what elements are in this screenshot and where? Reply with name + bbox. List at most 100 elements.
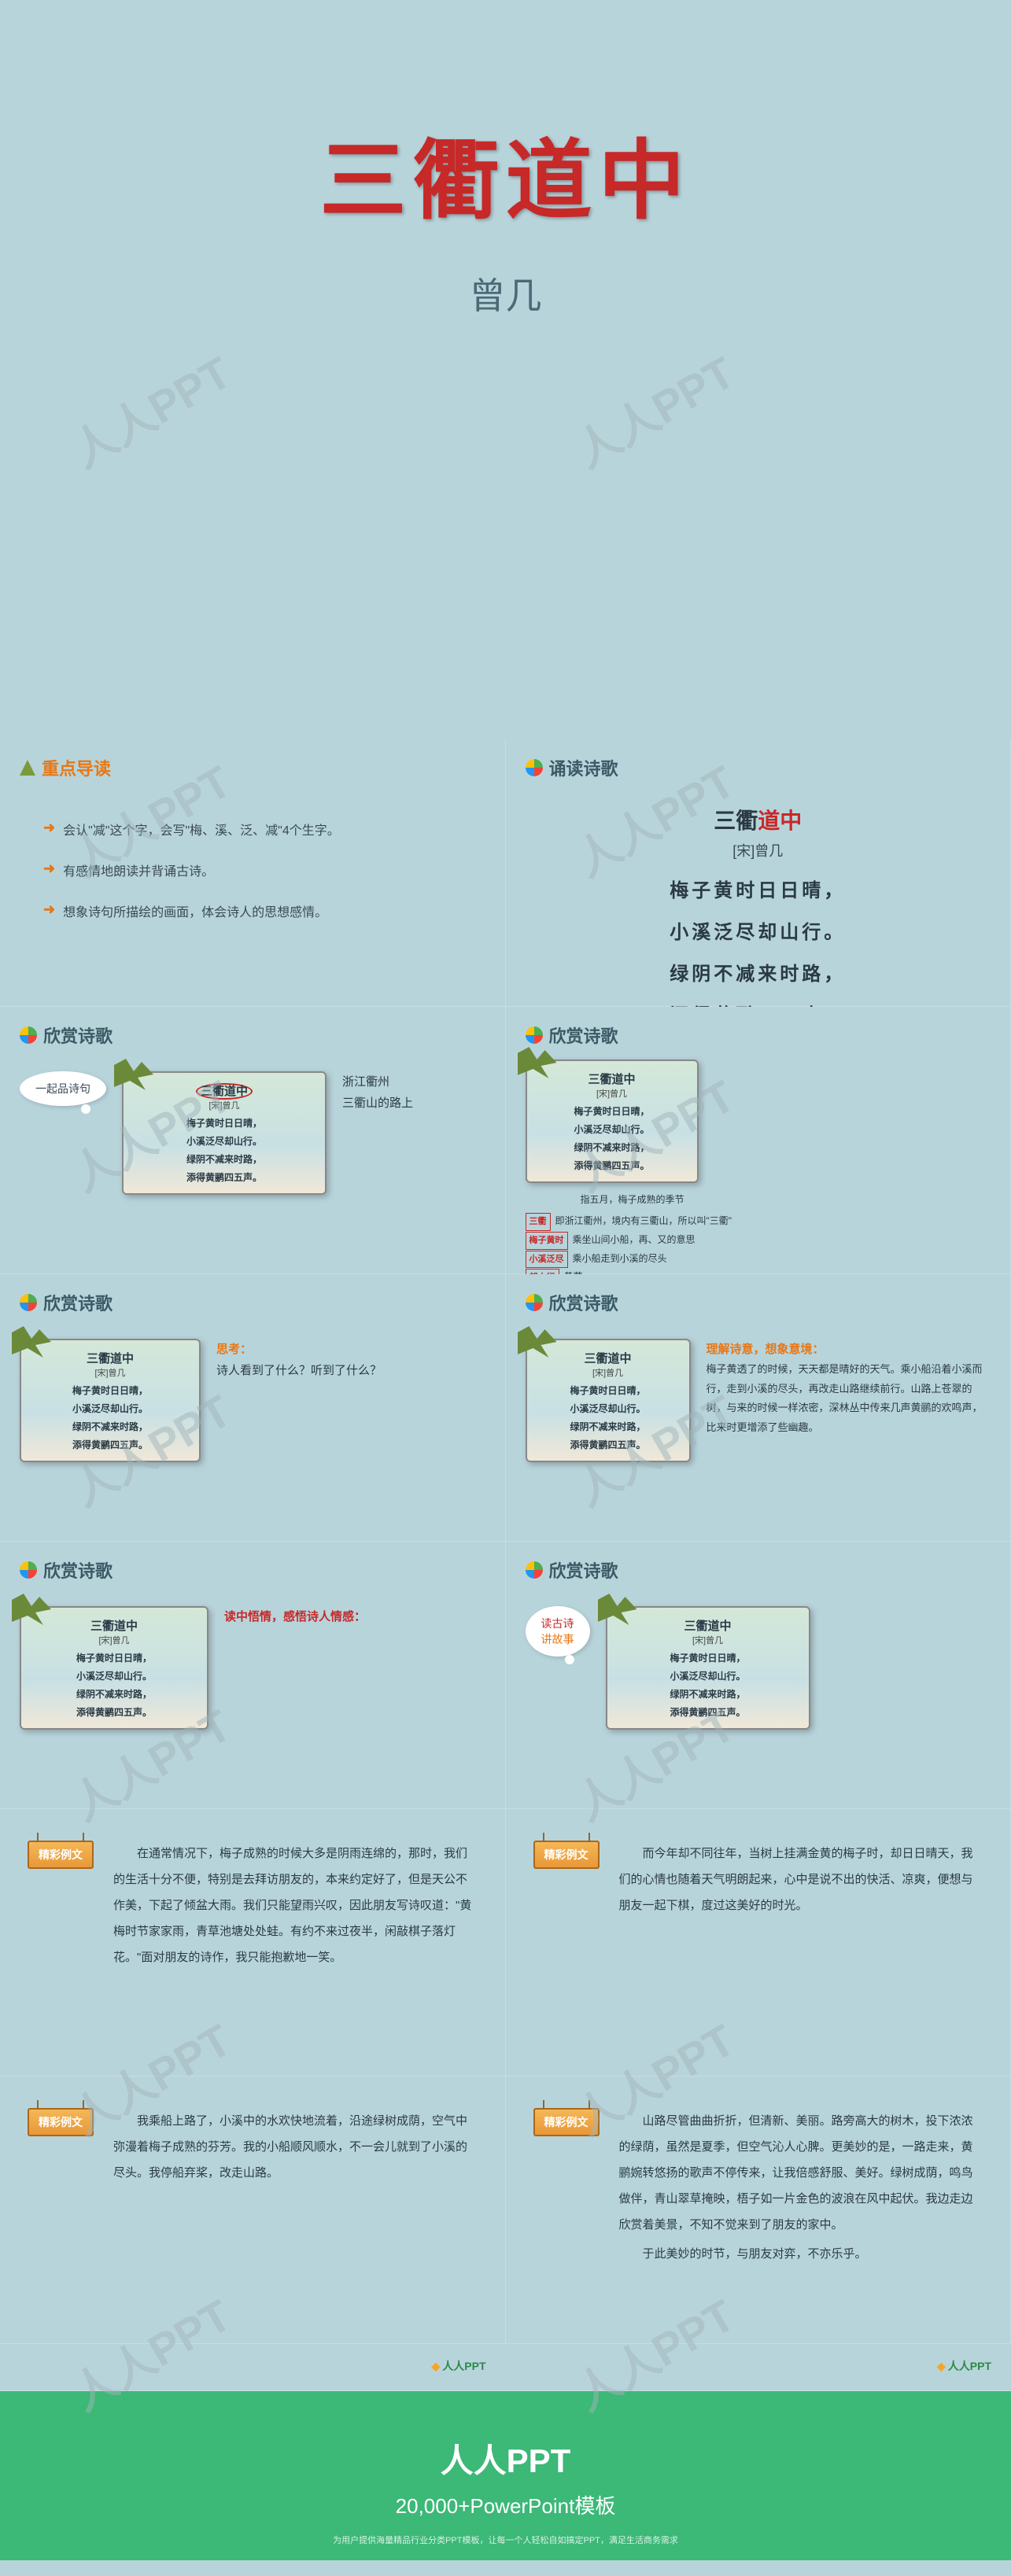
- section-header: 欣赏诗歌: [526, 1023, 991, 1048]
- arrow-bullet: ➜: [43, 901, 55, 918]
- card-line: 绿阴不减来时路，: [31, 1687, 197, 1701]
- header-text: 重点导读: [42, 755, 111, 780]
- header-text: 欣赏诗歌: [43, 1290, 113, 1315]
- arrow-bullet: ➜: [43, 820, 55, 836]
- poem-card: 三衢道中 [宋]曾几 梅子黄时日日晴， 小溪泛尽却山行。 绿阴不减来时路， 添得…: [526, 1060, 699, 1183]
- card-line: 梅子黄时日日晴，: [537, 1384, 680, 1397]
- header-text: 欣赏诗歌: [43, 1023, 113, 1048]
- card-line: 小溪泛尽却山行。: [133, 1134, 315, 1148]
- poem-card: 三衢道中 [宋]曾几 梅子黄时日日晴， 小溪泛尽却山行。 绿阴不减来时路， 添得…: [606, 1606, 810, 1730]
- prompt-text: 思考： 诗人看到了什么？听到了什么？: [216, 1339, 485, 1381]
- card-line: 绿阴不减来时路，: [133, 1152, 315, 1166]
- annotation-item: 梅子黄时乘坐山间小船，再、又的意思: [526, 1231, 991, 1250]
- card-title: 三衢道中: [31, 1617, 197, 1634]
- essay-text: 我乘船上路了，小溪中的水欢快地流着，沿途绿树成荫，空气中弥漫着梅子成熟的芬芳。我…: [113, 2108, 478, 2186]
- section-header: 欣赏诗歌: [20, 1557, 485, 1583]
- section-header: 欣赏诗歌: [526, 1290, 991, 1315]
- subtitle: 理解诗意，想象意境：: [707, 1339, 991, 1360]
- card-line: 梅子黄时日日晴，: [537, 1104, 688, 1118]
- prompt-label: 思考：: [216, 1343, 252, 1356]
- prompt-body: 诗人看到了什么？听到了什么？: [216, 1364, 382, 1377]
- pinwheel-icon: [20, 1294, 37, 1311]
- card-author: [宋]曾几: [31, 1366, 190, 1379]
- desc: 乘坐山间小船，再、又的意思: [573, 1234, 696, 1245]
- section-header: 欣赏诗歌: [526, 1557, 991, 1583]
- bullet-text: 想象诗句所描绘的画面，体会诗人的思想感情。: [63, 901, 327, 920]
- card-line: 绿阴不减来时路，: [537, 1141, 688, 1154]
- card-line: 添得黄鹂四五声。: [31, 1705, 197, 1719]
- card-title: 三衢道中: [31, 1350, 190, 1366]
- section-header: 欣赏诗歌: [20, 1023, 485, 1048]
- title-slide: 三衢道中 曾几: [0, 0, 1011, 739]
- pinwheel-icon: [20, 1026, 37, 1044]
- poem-author: [宋]曾几: [526, 840, 991, 861]
- card-line: 小溪泛尽却山行。: [617, 1669, 799, 1682]
- poem-block: 三衢道中 [宋]曾几 梅子黄时日日晴， 小溪泛尽却山行。 绿阴不减来时路， 添得…: [526, 804, 991, 1027]
- header-text: 欣赏诗歌: [549, 1290, 618, 1315]
- term: 三衢: [526, 1213, 551, 1231]
- subtitle: 读中悟情，感悟诗人情感：: [224, 1606, 485, 1627]
- side-line: 浙江衢州: [342, 1071, 485, 1093]
- card-line: 绿阴不减来时路，: [537, 1420, 680, 1433]
- section-header: 重点导读: [20, 755, 485, 780]
- card-line: 梅子黄时日日晴，: [31, 1384, 190, 1397]
- pinwheel-icon: [526, 759, 543, 776]
- slide-key-points: 重点导读 ➜会认"减"这个字，会写"梅、溪、泛、减"4个生字。 ➜有感情地朗读并…: [0, 739, 506, 1007]
- poem-title: 三衢道中: [526, 804, 991, 835]
- essay-tag: 精彩例文: [28, 2108, 94, 2136]
- pinwheel-icon: [526, 1026, 543, 1044]
- card-author: [宋]曾几: [133, 1099, 315, 1111]
- bullet-text: 有感情地朗读并背诵古诗。: [63, 861, 214, 879]
- section-header: 诵读诗歌: [526, 755, 991, 780]
- slide-appreciate-3: 欣赏诗歌 三衢道中 [宋]曾几 梅子黄时日日晴， 小溪泛尽却山行。 绿阴不减来时…: [0, 1274, 506, 1542]
- card-line: 梅子黄时日日晴，: [617, 1651, 799, 1664]
- card-title: 三衢道中: [133, 1082, 315, 1099]
- card-line: 小溪泛尽却山行。: [31, 1669, 197, 1682]
- card-author: [宋]曾几: [31, 1634, 197, 1646]
- card-line: 添得黄鹂四五声。: [133, 1170, 315, 1184]
- card-author: [宋]曾几: [617, 1634, 799, 1646]
- slide-appreciate-5: 欣赏诗歌 三衢道中 [宋]曾几 梅子黄时日日晴， 小溪泛尽却山行。 绿阴不减来时…: [0, 1542, 506, 1809]
- essay-text: 而今年却不同往年，当树上挂满金黄的梅子时，却日日晴天，我们的心情也随着天气明朗起…: [619, 1841, 983, 1918]
- pinwheel-icon: [526, 1561, 543, 1579]
- thought-bubble: 读古诗 讲故事: [526, 1606, 590, 1657]
- card-author: [宋]曾几: [537, 1087, 688, 1100]
- essay-text: 于此美妙的时节，与朋友对弈，不亦乐乎。: [619, 2241, 983, 2267]
- card-title: 三衢道中: [537, 1071, 688, 1087]
- banner-title: 人人PPT: [0, 2434, 1011, 2482]
- author: 曾几: [0, 267, 1011, 319]
- card-line: 添得黄鹂四五声。: [617, 1705, 799, 1719]
- slide-appreciate-1: 欣赏诗歌 一起品诗句 三衢道中 [宋]曾几 梅子黄时日日晴， 小溪泛尽却山行。 …: [0, 1007, 506, 1274]
- slide-essay-2: 精彩例文 而今年却不同往年，当树上挂满金黄的梅子时，却日日晴天，我们的心情也随着…: [506, 1809, 1011, 2077]
- essay-text: 山路尽管曲曲折折，但清新、美丽。路旁高大的树木，投下浓浓的绿荫，虽然是夏季，但空…: [619, 2108, 983, 2238]
- annotation-intro: 指五月，梅子成熟的季节: [581, 1191, 991, 1209]
- poem-line: 绿阴不减来时路，: [526, 958, 991, 986]
- footer-logo-row: 人人PPT 人人PPT: [0, 2344, 1011, 2391]
- poem-card: 三衢道中 [宋]曾几 梅子黄时日日晴， 小溪泛尽却山行。 绿阴不减来时路， 添得…: [122, 1071, 327, 1195]
- banner-subtitle: 20,000+PowerPoint模板: [0, 2490, 1011, 2519]
- poem-card: 三衢道中 [宋]曾几 梅子黄时日日晴， 小溪泛尽却山行。 绿阴不减来时路， 添得…: [20, 1339, 201, 1462]
- arrow-bullet: ➜: [43, 861, 55, 877]
- card-line: 添得黄鹂四五声。: [537, 1159, 688, 1172]
- bullet-list: ➜会认"减"这个字，会写"梅、溪、泛、减"4个生字。 ➜有感情地朗读并背诵古诗。…: [20, 820, 485, 920]
- main-title: 三衢道中: [0, 110, 1011, 236]
- card-line: 小溪泛尽却山行。: [537, 1122, 688, 1136]
- card-line: 小溪泛尽却山行。: [537, 1402, 680, 1415]
- annotation-item: 三衢即浙江衢州，境内有三衢山，所以叫"三衢": [526, 1212, 991, 1231]
- header-text: 欣赏诗歌: [549, 1557, 618, 1583]
- card-line: 添得黄鹂四五声。: [31, 1438, 190, 1451]
- card-title: 三衢道中: [617, 1617, 799, 1634]
- card-line: 梅子黄时日日晴，: [31, 1651, 197, 1664]
- slide-essay-1: 精彩例文 在通常情况下，梅子成熟的时候大多是阴雨连绵的，那时，我们的生活十分不便…: [0, 1809, 506, 2077]
- banner: 人人PPT 20,000+PowerPoint模板 为用户提供海量精品行业分类P…: [0, 2391, 1011, 2560]
- bubble-line: 读古诗: [541, 1617, 574, 1630]
- pinwheel-icon: [20, 1561, 37, 1579]
- slide-appreciate-2: 欣赏诗歌 三衢道中 [宋]曾几 梅子黄时日日晴， 小溪泛尽却山行。 绿阴不减来时…: [506, 1007, 1011, 1274]
- section-header: 欣赏诗歌: [20, 1290, 485, 1315]
- desc: 即浙江衢州，境内有三衢山，所以叫"三衢": [555, 1215, 732, 1226]
- header-text: 欣赏诗歌: [549, 1023, 618, 1048]
- term: 小溪泛尽: [526, 1251, 568, 1269]
- poem-line: 小溪泛尽却山行。: [526, 916, 991, 944]
- slide-appreciate-4: 欣赏诗歌 三衢道中 [宋]曾几 梅子黄时日日晴， 小溪泛尽却山行。 绿阴不减来时…: [506, 1274, 1011, 1542]
- side-line: 三衢山的路上: [342, 1093, 485, 1114]
